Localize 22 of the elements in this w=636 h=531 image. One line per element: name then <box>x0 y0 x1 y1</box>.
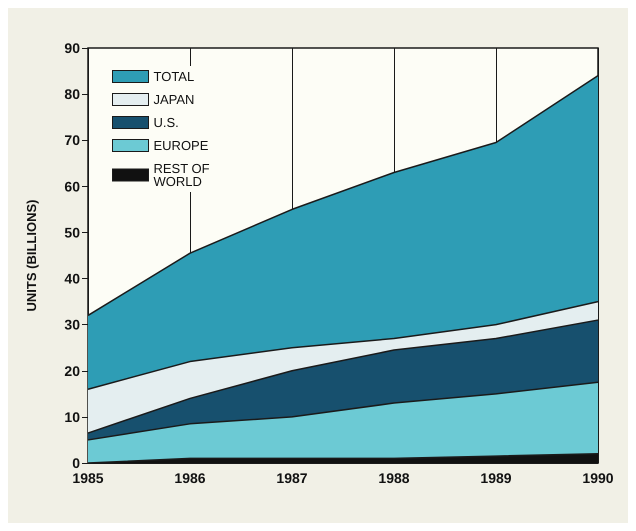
legend-label: TOTAL <box>154 69 194 84</box>
y-tick-label: 90 <box>64 40 80 56</box>
legend-label: JAPAN <box>154 92 194 107</box>
y-tick-label: 70 <box>64 132 80 148</box>
y-tick-label: 10 <box>64 408 80 425</box>
y-tick-label: 50 <box>64 224 80 240</box>
y-tick-label: 0 <box>72 455 80 471</box>
y-tick-label: 20 <box>64 362 80 379</box>
legend-label: EUROPE <box>154 138 209 153</box>
y-tick-label: 60 <box>64 178 80 194</box>
x-tick-label: 1986 <box>174 470 206 486</box>
x-tick-label: 1985 <box>72 470 104 486</box>
legend-label: REST OF WORLD <box>154 161 214 189</box>
y-tick-label: 40 <box>64 270 80 287</box>
x-tick-label: 1987 <box>276 470 308 486</box>
x-tick-label: 1988 <box>378 470 410 486</box>
y-tick-label: 80 <box>64 86 80 102</box>
y-tick-label: 30 <box>64 316 80 333</box>
legend-label: U.S. <box>154 115 179 130</box>
x-tick-label: 1989 <box>480 470 512 486</box>
x-tick-label: 1990 <box>582 470 614 486</box>
y-axis-title: UNITS (BILLIONS) <box>24 200 39 312</box>
